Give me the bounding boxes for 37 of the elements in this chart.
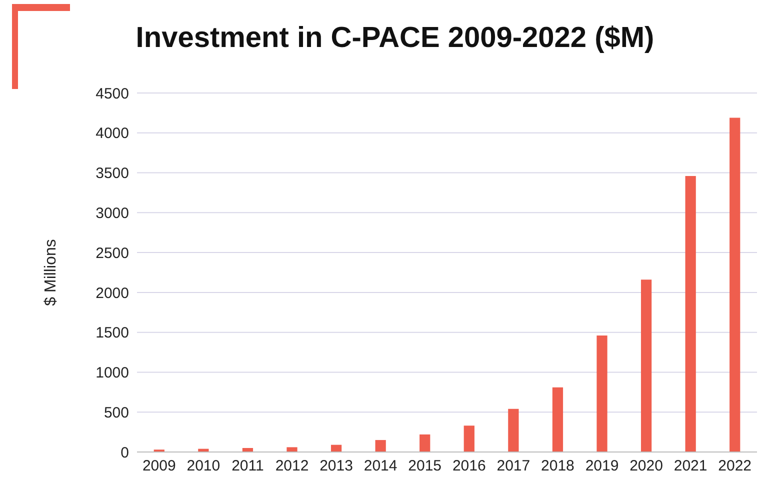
bar xyxy=(640,280,652,452)
x-tick-label: 2017 xyxy=(496,458,530,475)
y-tick-label: 1000 xyxy=(96,364,129,382)
x-tick-label: 2020 xyxy=(630,458,663,475)
y-tick-label: 4000 xyxy=(96,125,129,142)
y-axis-title: $ Millions xyxy=(42,239,60,306)
y-tick-label: 3000 xyxy=(96,204,129,222)
x-tick-label: 2012 xyxy=(275,458,309,475)
bar xyxy=(508,408,519,452)
x-tick-label: 2015 xyxy=(408,458,442,475)
x-tick-label: 2013 xyxy=(320,458,353,475)
y-tick-label: 3500 xyxy=(96,165,129,182)
bar xyxy=(685,176,696,452)
bar xyxy=(286,447,298,452)
x-tick-label: 2009 xyxy=(142,458,176,475)
x-tick-label: 2011 xyxy=(232,458,264,475)
x-tick-label: 2010 xyxy=(186,458,220,475)
bar xyxy=(464,426,474,452)
bar xyxy=(552,387,564,452)
y-tick-label: 0 xyxy=(120,444,129,462)
x-tick-label: 2021 xyxy=(674,458,708,475)
x-tick-label: 2019 xyxy=(585,458,619,475)
x-tick-label: 2022 xyxy=(718,458,752,475)
y-tick-label: 1500 xyxy=(96,324,129,342)
y-tick-label: 2500 xyxy=(96,244,129,262)
bar xyxy=(596,336,608,452)
bar xyxy=(375,440,386,452)
x-tick-label: 2018 xyxy=(541,458,574,475)
chart-title: Investment in C-PACE 2009-2022 ($M) xyxy=(134,22,656,55)
x-tick-label: 2016 xyxy=(452,458,486,475)
bar xyxy=(730,118,740,452)
bar xyxy=(420,434,430,452)
x-tick-label: 2014 xyxy=(364,458,398,475)
bar xyxy=(330,444,342,452)
y-tick-label: 500 xyxy=(104,404,129,422)
y-tick-label: 2000 xyxy=(96,284,129,302)
y-tick-label: 4500 xyxy=(96,85,129,102)
